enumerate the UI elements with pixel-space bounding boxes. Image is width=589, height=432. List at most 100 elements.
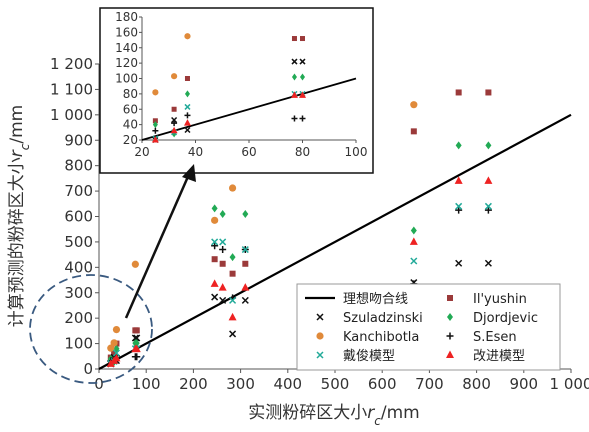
data-point (131, 260, 139, 268)
legend-label: Il'yushin (473, 292, 527, 307)
legend-entry: Kanchibotla (316, 330, 419, 345)
data-point (112, 353, 121, 362)
legend-label: S.Esen (473, 330, 517, 345)
data-point (211, 293, 219, 301)
y-tick-label: 1 100 (50, 80, 93, 98)
inset-data-point (291, 73, 297, 81)
inset-data-point (184, 76, 190, 81)
y-tick-label: 600 (64, 208, 93, 226)
legend-entry: 理想吻合线 (305, 291, 408, 307)
series-kanchibotla (107, 101, 418, 352)
data-point (111, 350, 118, 357)
inset-data-point (300, 36, 305, 42)
data-point (455, 206, 463, 214)
data-point (132, 344, 141, 353)
inset-data-point (171, 73, 178, 80)
data-point (219, 209, 226, 218)
data-point (110, 339, 118, 347)
data-point (112, 349, 120, 357)
data-point (242, 260, 249, 267)
zoom-arrow (124, 171, 192, 319)
inset-x-tick-label: 40 (188, 145, 203, 159)
inset-y-tick-label: 140 (115, 41, 138, 55)
inset-data-point (299, 115, 306, 122)
inset-data-point (184, 126, 191, 134)
inset-data-point (290, 91, 298, 98)
data-point (485, 89, 492, 96)
x-tick-label: 700 (415, 375, 444, 393)
y-tick-label: 700 (64, 182, 93, 200)
inset-data-point (300, 73, 305, 81)
legend-swatch (316, 332, 324, 340)
zoom-region-ellipse (29, 274, 153, 384)
zoom-arrow-head (182, 164, 196, 182)
inset-data-point (151, 136, 159, 143)
inset-series-s-esen (152, 112, 306, 134)
x-tick-label: 900 (509, 375, 538, 393)
data-point (229, 330, 237, 338)
data-point (219, 246, 227, 254)
legend-box (296, 283, 561, 371)
inset-data-point (170, 126, 178, 134)
axis-titles: 实测粉碎区大小rc/mm 计算预测的粉碎区大小rc/mm (7, 105, 420, 428)
data-point (455, 141, 462, 150)
data-point (219, 238, 227, 246)
inset-data-point (152, 127, 159, 134)
inset-series-szuladzinski (152, 58, 306, 144)
data-point (242, 209, 249, 218)
inset-data-point (184, 103, 191, 110)
inset-data-point (184, 90, 190, 98)
legend-label: 改进模型 (473, 349, 525, 364)
inset-ideal-fit-line (141, 77, 357, 141)
ideal-fit-line (98, 113, 572, 370)
x-tick-label: 1 000 (550, 375, 589, 393)
inset-series-djordjevic (152, 73, 305, 138)
inset-data-point (184, 112, 191, 119)
inset-y-tick-label: 60 (123, 102, 138, 116)
y-tick-label: 400 (64, 258, 93, 276)
data-point (484, 259, 492, 267)
data-point (485, 141, 492, 150)
legend-label: 戴俊模型 (343, 349, 395, 364)
inset-series-kanchibotla (152, 33, 191, 96)
data-point (484, 202, 492, 210)
data-point (211, 256, 218, 263)
data-point (228, 312, 237, 321)
y-tick-label: 200 (64, 309, 93, 327)
legend-entry: 改进模型 (446, 349, 525, 364)
legend-entry: Szuladzinski (316, 311, 423, 326)
main-plot: 0 100 200 300 400 500 600 700 800 900 1 000 0 100 200… (50, 55, 589, 393)
y-tick-label: 300 (64, 284, 93, 302)
inset-x-tick-label: 20 (134, 145, 149, 159)
legend-swatch (446, 332, 454, 340)
legend: 理想吻合线 Il'yushin Szuladzinski Djordjevic Kanc… (296, 283, 561, 371)
data-point (133, 327, 140, 334)
legend-label: Szuladzinski (343, 311, 423, 326)
data-point (211, 204, 218, 213)
legend-entry: 戴俊模型 (316, 349, 395, 364)
y-axis-title: 计算预测的粉碎区大小rc/mm (7, 105, 32, 327)
legend-swatch (316, 313, 324, 321)
y-tick-label: 900 (64, 131, 93, 149)
data-point (219, 296, 227, 304)
x-tick-label: 400 (273, 375, 302, 393)
data-point (409, 237, 418, 245)
x-tick-label: 200 (179, 375, 208, 393)
y-tick-label: 1 000 (50, 106, 93, 124)
data-point (210, 279, 219, 287)
legend-label: 理想吻合线 (343, 291, 408, 307)
legend-entry: Djordjevic (447, 311, 538, 326)
y-tick-label: 100 (64, 335, 93, 353)
legend-swatch (447, 295, 453, 301)
x-tick-label: 0 (94, 375, 104, 393)
inset-data-point (152, 89, 159, 96)
data-point (228, 184, 237, 192)
inset-y-tick-label: 180 (115, 10, 138, 24)
data-point (410, 257, 418, 265)
data-point (455, 202, 463, 210)
inset-data-point (291, 36, 297, 42)
data-point (455, 259, 463, 267)
y-tick-label: 1 200 (50, 55, 93, 73)
